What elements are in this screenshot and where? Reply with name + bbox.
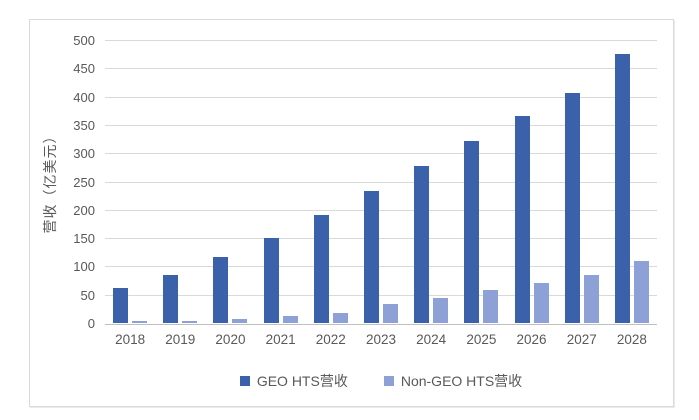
bar-geo — [464, 140, 480, 323]
x-tick-label: 2025 — [466, 332, 497, 347]
legend-swatch-geo-icon — [239, 376, 250, 386]
x-tick-label: 2026 — [516, 332, 547, 347]
bar-nongeo — [282, 315, 298, 323]
y-tick-label: 100 — [73, 259, 95, 275]
bar-geo — [213, 257, 229, 323]
legend-item-geo: GEO HTS营收 — [239, 371, 348, 391]
gridline — [105, 181, 657, 183]
gridline — [105, 96, 657, 98]
bar-geo — [514, 115, 530, 323]
x-tick-label: 2019 — [165, 332, 196, 347]
x-tick-label: 2022 — [315, 332, 346, 347]
gridline — [105, 153, 657, 155]
bar-nongeo — [433, 297, 449, 323]
bar-nongeo — [583, 274, 599, 323]
legend-label-nongeo: Non-GEO HTS营收 — [400, 373, 523, 389]
x-axis-line — [105, 324, 657, 325]
x-tick-label: 2020 — [215, 332, 246, 347]
y-tick-label: 450 — [73, 61, 95, 77]
y-tick-label: 350 — [73, 117, 95, 133]
gridline — [105, 266, 657, 268]
legend-label-geo: GEO HTS营收 — [256, 373, 348, 389]
bar-nongeo — [383, 304, 398, 323]
bar-nongeo — [232, 319, 248, 323]
bar-geo — [414, 165, 430, 323]
bar-geo — [263, 238, 279, 323]
x-tick-label: 2021 — [265, 332, 296, 347]
y-tick-label: 300 — [73, 146, 95, 162]
y-tick-label: 250 — [73, 174, 95, 190]
bar-nongeo — [332, 312, 348, 323]
plot-area: 0 50 100 150 200 250 300 350 400 450 500 2018 2019 20… — [73, 33, 657, 347]
bar-nongeo — [483, 290, 499, 323]
bar-geo — [163, 274, 179, 323]
gridline — [105, 294, 657, 296]
bar-geo — [614, 54, 630, 323]
gridline — [105, 238, 657, 240]
x-tick-label: 2023 — [365, 332, 397, 347]
y-tick-label: 400 — [73, 89, 95, 105]
y-tick-label: 200 — [73, 202, 95, 218]
bar-nongeo — [533, 283, 549, 323]
y-tick-label: 150 — [73, 231, 95, 247]
gridline — [105, 209, 657, 211]
x-tick-label: 2027 — [566, 332, 597, 347]
y-tick-label: 0 — [87, 316, 95, 331]
bar-geo — [564, 92, 580, 323]
x-tick-label: 2028 — [616, 332, 647, 347]
gridline — [105, 68, 657, 70]
legend-swatch-nongeo-icon — [383, 376, 394, 386]
bar-geo — [313, 215, 329, 323]
bar-geo — [113, 287, 129, 323]
x-tick-label: 2018 — [115, 332, 146, 347]
legend-item-nongeo: Non-GEO HTS营收 — [383, 371, 523, 391]
bar-nongeo — [132, 321, 148, 323]
y-tick-label: 50 — [80, 287, 95, 303]
y-tick-label: 500 — [73, 33, 95, 48]
bar-geo — [364, 191, 379, 323]
gridline — [105, 40, 657, 41]
x-tick-label: 2024 — [416, 332, 447, 347]
gridline — [105, 124, 657, 126]
bar-nongeo — [633, 260, 649, 323]
legend: GEO HTS营收 Non-GEO HTS营收 — [105, 371, 657, 391]
chart-frame: 营收（亿美元） 0 50 100 150 200 250 300 350 400 450 500 20… — [29, 19, 674, 407]
bar-nongeo — [182, 320, 198, 323]
